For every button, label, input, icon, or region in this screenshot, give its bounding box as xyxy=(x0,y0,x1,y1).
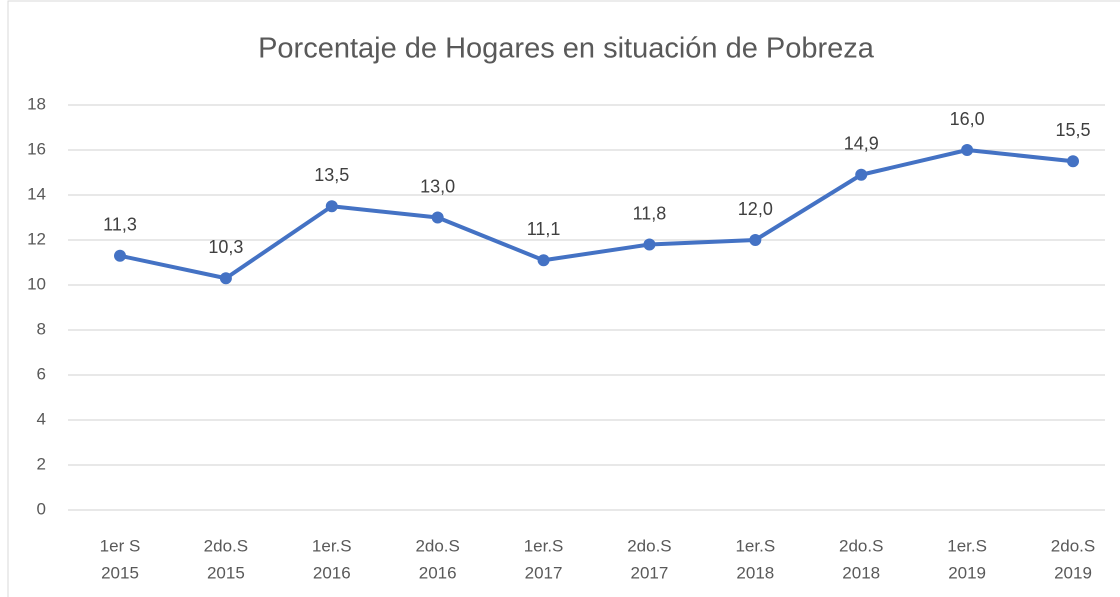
x-tick-label: 1er.S xyxy=(947,536,987,555)
data-label: 13,0 xyxy=(420,176,455,196)
x-tick-label: 2do.S xyxy=(1051,536,1095,555)
x-tick-label: 2do.S xyxy=(415,536,459,555)
y-tick-label: 4 xyxy=(37,409,46,428)
x-tick-label: 1er S xyxy=(100,536,141,555)
data-label: 14,9 xyxy=(844,134,879,154)
x-tick-label: 2017 xyxy=(631,563,669,582)
data-label: 11,8 xyxy=(633,203,667,223)
x-tick-label: 2016 xyxy=(419,563,457,582)
x-tick-label: 2015 xyxy=(101,563,139,582)
point xyxy=(749,234,762,246)
x-tick-label: 2do.S xyxy=(204,536,248,555)
x-tick-label: 2019 xyxy=(948,563,986,582)
y-tick-label: 8 xyxy=(37,319,46,338)
x-tick-label: 2do.S xyxy=(627,536,671,555)
x-tick-label: 1er.S xyxy=(524,536,564,555)
point xyxy=(643,238,656,251)
chart-title: Porcentaje de Hogares en situación de Po… xyxy=(258,33,875,65)
data-label: 15,5 xyxy=(1055,120,1090,140)
point xyxy=(855,168,868,181)
y-tick-label: 16 xyxy=(27,139,46,158)
x-tick-label: 2018 xyxy=(736,563,774,582)
point xyxy=(114,249,126,262)
data-label: 13,5 xyxy=(314,165,349,185)
x-tick-label: 2018 xyxy=(842,563,880,582)
line xyxy=(119,148,1074,281)
y-tick-label: 2 xyxy=(37,454,46,473)
x-tick-label: 2019 xyxy=(1054,563,1092,582)
y-tick-label: 14 xyxy=(27,184,46,203)
x-tick-label: 1er.S xyxy=(735,536,775,555)
x-tick-label: 2016 xyxy=(313,563,351,582)
y-tick-label: 0 xyxy=(37,499,46,518)
y-tick-label: 6 xyxy=(37,364,46,383)
data-label: 10,3 xyxy=(208,237,243,257)
data-label: 11,3 xyxy=(103,215,137,235)
y-tick-label: 12 xyxy=(27,229,46,248)
data-label: 11,1 xyxy=(527,219,561,239)
x-tick-label: 2017 xyxy=(525,563,563,582)
point xyxy=(219,272,232,285)
point xyxy=(537,254,550,267)
y-tick-label: 18 xyxy=(27,94,46,113)
point xyxy=(1067,155,1079,168)
chart-border xyxy=(7,0,1120,597)
point xyxy=(431,211,444,224)
point xyxy=(325,200,338,213)
x-tick-label: 1er.S xyxy=(312,536,352,555)
x-tick-label: 2do.S xyxy=(839,536,883,555)
y-tick-label: 10 xyxy=(27,274,46,293)
x-tick-label: 2015 xyxy=(207,563,245,582)
data-label: 16,0 xyxy=(950,109,985,129)
point xyxy=(961,144,974,156)
data-label: 12,0 xyxy=(738,199,773,219)
